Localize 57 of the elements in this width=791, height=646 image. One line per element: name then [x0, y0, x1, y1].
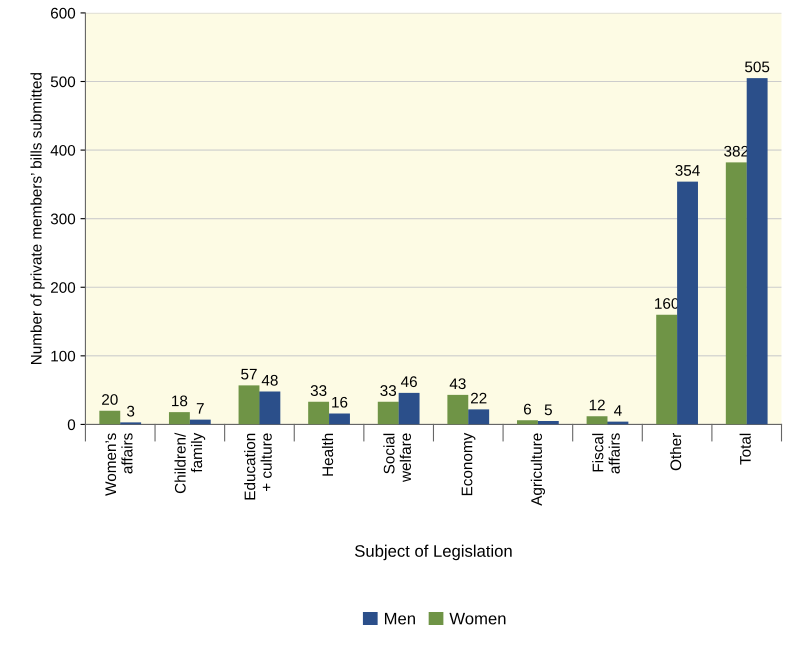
- y-tick-label: 200: [50, 282, 76, 293]
- x-tick-label: Total: [740, 434, 751, 465]
- x-tick-label: Children/ family: [174, 432, 206, 494]
- data-label: 48: [262, 374, 278, 386]
- bar: [677, 182, 698, 424]
- legend-label: Men: [384, 612, 415, 624]
- x-tick-label: Education + culture: [244, 433, 272, 500]
- data-label: 33: [380, 385, 396, 396]
- data-label: 6: [524, 404, 532, 415]
- bar: [398, 392, 420, 424]
- legend-label: Women: [449, 612, 506, 624]
- data-label: 505: [745, 61, 770, 72]
- y-axis-title: Number of private members’ bills submitted: [30, 73, 45, 364]
- x-tick-label: Other: [670, 433, 682, 470]
- x-axis-title: Subject of Legislation: [355, 544, 512, 560]
- x-tick-label: Health: [322, 434, 334, 476]
- bar: [447, 394, 468, 424]
- bar: [468, 409, 490, 424]
- data-label: 4: [614, 405, 622, 416]
- bar: [308, 402, 330, 424]
- bar: [168, 412, 190, 424]
- data-label: 3: [127, 406, 134, 417]
- bar: [329, 413, 350, 424]
- data-label: 57: [241, 368, 257, 380]
- x-tick-label: Women’s affairs: [105, 433, 133, 496]
- y-tick-label: 0: [68, 419, 76, 430]
- bar: [190, 420, 211, 424]
- x-tick-label: Fiscal affairs: [592, 433, 620, 474]
- data-label: 46: [400, 376, 417, 388]
- bar: [259, 392, 280, 424]
- y-tick-label: 300: [50, 214, 76, 224]
- data-label: 382: [724, 146, 748, 157]
- data-label: 22: [470, 392, 486, 404]
- data-label: 18: [172, 395, 188, 406]
- bar: [746, 78, 768, 424]
- x-tick-label: Agriculture: [530, 433, 545, 506]
- data-label: 12: [590, 400, 605, 410]
- bar: [99, 410, 120, 424]
- bar: [607, 422, 628, 424]
- data-label: 354: [675, 165, 700, 176]
- data-label: 33: [310, 385, 326, 396]
- y-tick-label: 600: [50, 8, 76, 19]
- bar: [656, 314, 678, 424]
- y-tick-label: 400: [50, 144, 76, 156]
- y-tick-label: 500: [50, 76, 76, 88]
- bar: [586, 416, 608, 424]
- bar: [238, 385, 260, 424]
- x-tick-label: Social welfare: [383, 433, 411, 482]
- data-label: 20: [102, 394, 118, 405]
- data-label: 43: [450, 378, 466, 390]
- bar: [378, 402, 399, 424]
- y-tick-label: 100: [51, 350, 76, 362]
- data-label: 5: [544, 404, 552, 416]
- bar: [726, 162, 747, 424]
- data-label: 7: [196, 403, 204, 414]
- data-label: 16: [332, 396, 348, 408]
- x-tick-label: Economy: [462, 432, 476, 496]
